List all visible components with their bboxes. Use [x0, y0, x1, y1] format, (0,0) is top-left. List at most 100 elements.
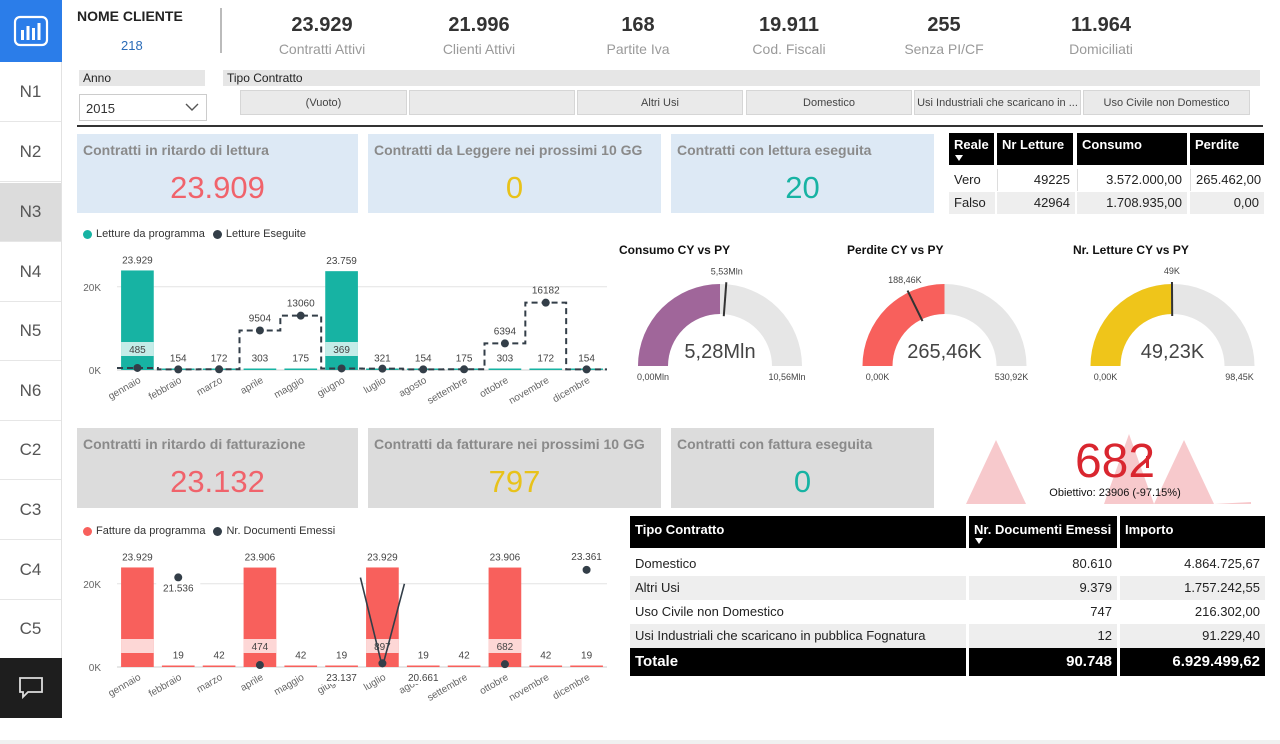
line-label: 23.137 [326, 673, 357, 684]
gauge-value: 265,46K [907, 341, 982, 363]
tipo-option-uso-civile[interactable]: Uso Civile non Domestico [1083, 90, 1250, 115]
card-ritardo-fatturazione: Contratti in ritardo di fatturazione 23.… [77, 428, 358, 508]
tipo-option-domestico[interactable]: Domestico [746, 90, 912, 115]
sidebar-item-c2[interactable]: C2 [0, 421, 61, 480]
table-cell: 1.708.935,00 [1077, 192, 1187, 214]
kpi-label: Contratti Attivi [278, 41, 366, 57]
column-header-nr-documenti[interactable]: Nr. Documenti Emessi [969, 516, 1117, 548]
line-label-bg [401, 671, 446, 684]
bar [161, 665, 195, 667]
bar-label: 42 [459, 651, 471, 662]
data-point [378, 364, 387, 373]
column-header-tipo-contratto[interactable]: Tipo Contratto [630, 516, 966, 548]
column-header-perdite[interactable]: Perdite [1190, 133, 1264, 165]
kpi-obiettivo-goal: Obiettivo: 23906 (-97.15%) [1049, 487, 1181, 499]
comment-button[interactable] [0, 658, 62, 718]
bar-inner-label: 682 [497, 642, 514, 653]
tipo-option-vuoto[interactable]: (Vuoto) [240, 90, 407, 115]
column-header-nr-letture[interactable]: Nr Letture [997, 133, 1073, 165]
column-header-consumo[interactable]: Consumo [1077, 133, 1187, 165]
tipo-contratto-label: Tipo Contratto [223, 70, 1260, 86]
gauge-target-marker [906, 290, 924, 322]
tipo-option-altri-usi[interactable]: Altri Usi [577, 90, 743, 115]
kpi-label: Senza PI/CF [904, 41, 984, 57]
sidebar-item-n5[interactable]: N5 [0, 302, 61, 361]
kpi-cod-fiscali: 19.911 Cod. Fiscali [704, 14, 874, 57]
card-value: 797 [488, 464, 541, 499]
x-tick-label: maggio [272, 672, 306, 698]
bar-label: 23.906 [490, 553, 521, 564]
kpi-value: 11.964 [1070, 14, 1132, 36]
legend-letture: Letture da programma Letture Eseguite [83, 228, 306, 240]
bar-label: 23.929 [122, 255, 153, 266]
line-label: 9504 [249, 313, 272, 324]
x-tick-label: novembre [507, 672, 551, 704]
table-cell: 91.229,40 [1120, 624, 1265, 648]
fatture-chart: 20K 0K 23.929 gennaio 19 febbraio 42 marzo 23.90… [83, 549, 609, 704]
tipo-option-blank[interactable] [409, 90, 575, 115]
kpi-senza-pi-cf: 255 Senza PI/CF [859, 14, 1029, 57]
tipo-option-usi-industriali[interactable]: Usi Industriali che scaricano in ... [914, 90, 1081, 115]
card-da-leggere: Contratti da Leggere nei prossimi 10 GG … [368, 134, 661, 213]
bar-label: 154 [415, 354, 432, 365]
x-tick-label: febbraio [147, 375, 184, 403]
column-header-reale[interactable]: Reale [949, 133, 994, 165]
x-tick-label: marzo [195, 672, 225, 696]
sort-desc-icon [955, 155, 963, 161]
x-tick-label: novembre [507, 375, 551, 407]
gauge-fill [638, 284, 720, 366]
gauge-title: Consumo CY vs PY [619, 243, 731, 257]
x-tick-label: dicembre [551, 375, 592, 405]
kpi-clienti-attivi: 21.996 Clienti Attivi [394, 14, 564, 57]
card-value: 23.132 [170, 464, 265, 499]
sidebar-item-c5[interactable]: C5 [0, 600, 61, 659]
bar-label: 19 [581, 651, 593, 662]
data-point [133, 363, 142, 372]
table-cell: 265.462,00 [1190, 169, 1264, 191]
powerbi-logo[interactable] [0, 0, 62, 62]
table-cell: 4.864.725,67 [1184, 556, 1260, 571]
y-tick-label: 20K [83, 283, 101, 294]
y-tick-label: 0K [89, 366, 102, 377]
line-label: 6394 [494, 326, 517, 337]
x-tick-label: luglio [362, 672, 388, 693]
chevron-down-icon [185, 103, 199, 111]
bar-label: 23.929 [367, 552, 398, 563]
legend-fatture: Fatture da programma Nr. Documenti Emess… [83, 525, 335, 537]
table-cell: 49225 [997, 169, 1075, 191]
line-label: 13060 [287, 299, 315, 310]
x-tick-label: maggio [272, 375, 306, 401]
table-cell: 3.572.000,00 [1077, 169, 1187, 191]
card-value: 0 [505, 170, 524, 205]
table-cell: Falso [949, 192, 995, 214]
bar-label: 19 [173, 651, 185, 662]
column-header-importo[interactable]: Importo [1120, 516, 1265, 548]
kpi-obiettivo-value: 682 [1074, 435, 1156, 488]
data-point [541, 298, 550, 307]
bar-inner-label: 897 [374, 642, 391, 653]
legend-label: Letture da programma [96, 228, 205, 240]
data-point [500, 660, 509, 669]
client-block: NOME CLIENTE 218 [77, 8, 222, 53]
table-cell: 216.302,00 [1194, 604, 1260, 619]
sort-desc-icon [975, 538, 983, 544]
card-value: 20 [785, 170, 820, 205]
bar [406, 665, 440, 667]
card-value: 23.909 [170, 170, 265, 205]
bar-label: 23.906 [245, 553, 276, 564]
gauge-value: 49,23K [1141, 341, 1205, 363]
sidebar-item-n3[interactable]: N3 [0, 183, 61, 242]
table-cell: 747 [1090, 604, 1112, 619]
sidebar-item-n4[interactable]: N4 [0, 243, 61, 302]
sidebar-item-c3[interactable]: C3 [0, 481, 61, 540]
gauge-max-label: 10,56Mln [768, 372, 805, 382]
anno-dropdown[interactable]: 2015 [79, 94, 207, 121]
sidebar-item-n6[interactable]: N6 [0, 362, 61, 421]
sidebar-item-n2[interactable]: N2 [0, 123, 61, 182]
sidebar-item-c4[interactable]: C4 [0, 541, 61, 600]
header-divider [77, 125, 1263, 127]
sidebar-item-n1[interactable]: N1 [0, 63, 61, 122]
table-cell: Domestico [635, 556, 697, 571]
bar [447, 665, 481, 667]
gauge-fill [862, 284, 945, 366]
